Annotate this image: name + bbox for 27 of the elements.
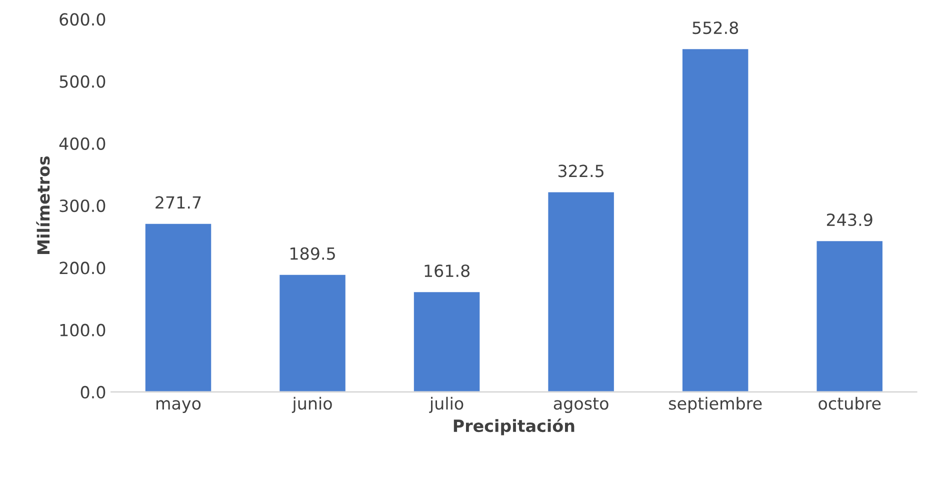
y-axis-title: Milímetros [36,156,50,254]
bar [681,48,750,392]
y-tick-label: 400.0 [59,137,106,150]
x-tick-label: septiembre [668,396,762,413]
bar [815,240,884,392]
y-tick-label: 600.0 [60,13,106,26]
y-tick-label: 200.0 [60,262,106,274]
data-label: 271.7 [156,196,201,209]
x-axis-title: Precipitación [454,418,574,436]
y-tick-label: 0.0 [80,386,106,399]
y-tick-label: 500.0 [60,75,106,88]
bar [412,290,482,392]
data-label: 243.9 [826,213,872,226]
data-label: 189.5 [290,247,335,260]
data-label: 552.8 [692,22,738,34]
data-label: 322.5 [558,164,604,178]
bar [278,274,347,392]
y-tick-label: 100.0 [60,324,106,336]
x-tick-label: julio [429,396,464,413]
x-tick-label: octubre [818,396,881,410]
x-tick-label: junio [292,396,332,413]
bar [546,190,616,392]
data-label: 161.8 [424,264,470,278]
y-tick-label: 300.0 [60,200,106,212]
x-tick-label: mayo [156,400,201,413]
x-tick-label: agosto [554,398,608,413]
bar [144,222,213,392]
